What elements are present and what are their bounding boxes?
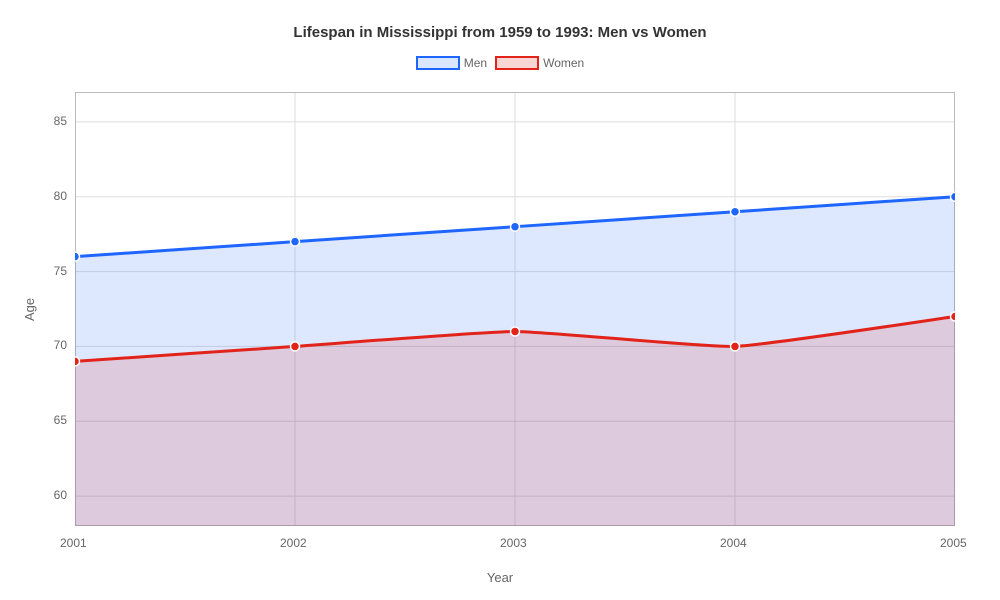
chart-container: Lifespan in Mississippi from 1959 to 199… bbox=[0, 0, 1000, 600]
x-axis-label: Year bbox=[0, 570, 1000, 585]
x-tick-label: 2001 bbox=[60, 536, 87, 550]
marker-men bbox=[511, 222, 520, 231]
marker-men bbox=[951, 192, 956, 201]
legend-label-men: Men bbox=[464, 56, 487, 70]
x-tick-label: 2003 bbox=[500, 536, 527, 550]
y-tick-label: 65 bbox=[54, 413, 67, 427]
y-axis-label: Age bbox=[22, 298, 37, 321]
marker-men bbox=[731, 207, 740, 216]
legend: Men Women bbox=[0, 56, 1000, 70]
marker-women bbox=[731, 342, 740, 351]
chart-title: Lifespan in Mississippi from 1959 to 199… bbox=[0, 24, 1000, 41]
x-tick-label: 2004 bbox=[720, 536, 747, 550]
y-tick-label: 60 bbox=[54, 488, 67, 502]
legend-item-women: Women bbox=[495, 56, 584, 70]
y-tick-label: 70 bbox=[54, 338, 67, 352]
y-tick-label: 80 bbox=[54, 189, 67, 203]
plot-area bbox=[75, 92, 955, 526]
y-tick-label: 75 bbox=[54, 264, 67, 278]
legend-label-women: Women bbox=[543, 56, 584, 70]
legend-swatch-men bbox=[416, 56, 460, 70]
marker-women bbox=[75, 357, 80, 366]
y-tick-label: 85 bbox=[54, 114, 67, 128]
marker-women bbox=[951, 312, 956, 321]
marker-men bbox=[291, 237, 300, 246]
x-tick-label: 2002 bbox=[280, 536, 307, 550]
legend-item-men: Men bbox=[416, 56, 487, 70]
x-tick-label: 2005 bbox=[940, 536, 967, 550]
legend-swatch-women bbox=[495, 56, 539, 70]
marker-men bbox=[75, 252, 80, 261]
marker-women bbox=[291, 342, 300, 351]
chart-svg bbox=[75, 92, 955, 526]
marker-women bbox=[511, 327, 520, 336]
